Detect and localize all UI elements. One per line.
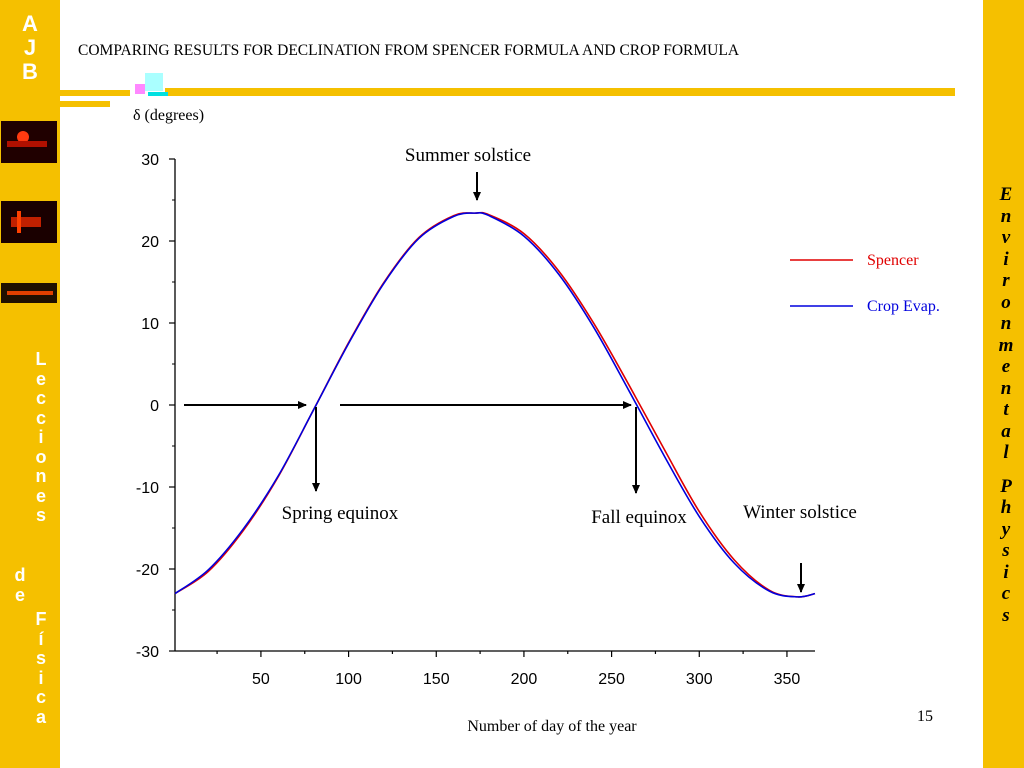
env-phys-letter: o [1001,291,1011,313]
legend-label: Spencer [867,252,919,269]
lecciones-letter: n [35,466,47,486]
y-axis-label: δ (degrees) [133,107,204,124]
decor-square-cyan [145,73,163,91]
y-tick-label: 10 [141,316,159,333]
x-tick-label: 300 [686,671,713,688]
header-divider-main [165,88,955,96]
env-phys-letter: v [1001,227,1011,248]
fisica-letter: s [35,648,46,668]
page-number: 15 [917,708,933,725]
fisica-letter: í [38,628,44,649]
env-phys-letter: i [1003,561,1009,583]
thumbnail-image-1 [1,121,57,163]
lecciones-letter: c [35,407,46,428]
env-phys-letter: i [1003,248,1009,270]
env-phys-letter: m [998,334,1014,356]
x-tick-label: 250 [598,671,625,688]
env-phys-letter: s [1002,604,1010,626]
y-tick-label: -30 [136,644,159,661]
fisica-letter: a [35,706,46,727]
x-axis-label: Number of day of the year [467,718,637,735]
env-phys-letter: s [1002,540,1010,561]
y-tick-label: -20 [136,562,159,579]
de-letter: e [14,584,25,605]
x-tick-label: 50 [252,671,270,688]
lecciones-letter: s [35,505,46,525]
decor-bar-cyan [148,92,168,96]
env-phys-letter: t [1003,399,1009,420]
ajb-letter: B [22,59,38,84]
env-phys-letter: r [1002,270,1010,291]
env-phys-letter: y [1001,518,1011,540]
de-letter: d [14,565,26,585]
ajb-letter: J [23,35,37,60]
env-phys-letter: h [1000,497,1012,518]
fisica-letter: c [35,687,46,707]
env-phys-letter: P [1000,475,1012,497]
annotation-label: Fall equinox [591,507,687,528]
y-tick-label: 0 [150,398,159,415]
fisica-letter: F [35,609,47,629]
env-phys-letter: e [1001,356,1011,377]
lecciones-letter: i [38,427,44,447]
env-phys-letter: c [1001,583,1011,604]
series-line-crop [174,212,816,598]
env-phys-letter: n [1000,313,1012,334]
header-divider-left-2 [60,101,110,107]
decor-square-pink [135,84,145,94]
fisica-letter: i [38,667,44,688]
slide-title: COMPARING RESULTS FOR DECLINATION FROM S… [78,42,740,59]
env-phys-letter: l [1003,442,1009,463]
x-tick-label: 200 [511,671,538,688]
env-phys-letter: n [1000,377,1012,399]
ajb-letter: A [22,11,38,36]
annotation-label: Spring equinox [282,503,399,524]
lecciones-letter: o [35,446,47,467]
env-phys-letter: n [1000,205,1012,227]
y-tick-label: 20 [141,234,159,251]
y-tick-label: -10 [136,480,159,497]
annotation-label: Winter solstice [743,502,857,523]
x-tick-label: 100 [335,671,362,688]
lecciones-letter: c [35,388,46,408]
env-phys-letter: a [1001,420,1011,442]
x-tick-label: 350 [774,671,801,688]
lecciones-letter: L [35,349,47,369]
y-tick-label: 30 [141,152,159,169]
x-tick-label: 150 [423,671,450,688]
lecciones-letter: e [35,368,46,389]
env-phys-letter: E [999,184,1013,205]
thumbnail-image-3 [1,283,57,303]
thumbnail-image-2 [1,201,57,243]
lecciones-letter: e [35,485,46,506]
header-divider-left [60,90,130,96]
right-sidebar [983,0,1024,768]
legend-label: Crop Evap. [867,298,940,315]
annotation-label: Summer solstice [405,145,531,166]
